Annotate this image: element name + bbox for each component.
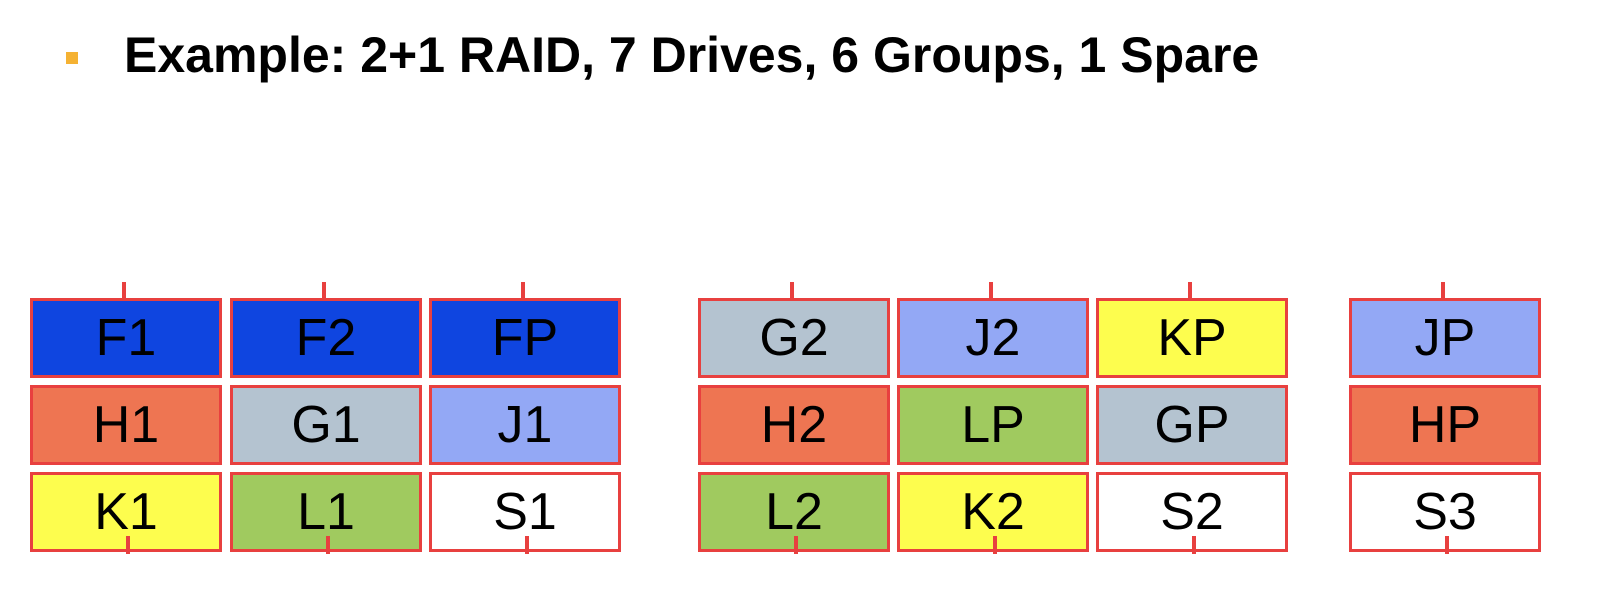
drive-tick-top xyxy=(1188,282,1192,300)
drive-block: J2 xyxy=(897,298,1089,378)
drive-tick-bottom xyxy=(525,536,529,554)
drive-block: H2 xyxy=(698,385,890,465)
drive-tick-bottom xyxy=(1192,536,1196,554)
drive-tick-bottom xyxy=(993,536,997,554)
drive-tick-bottom xyxy=(326,536,330,554)
drive-2: F2 G1 L1 xyxy=(230,282,422,554)
drive-tick-top xyxy=(322,282,326,300)
drive-tick-top xyxy=(122,282,126,300)
drive-tick-top xyxy=(989,282,993,300)
drive-block: FP xyxy=(429,298,621,378)
drive-block: KP xyxy=(1096,298,1288,378)
drive-3: FP J1 S1 xyxy=(429,282,621,554)
drive-block: S2 xyxy=(1096,472,1288,552)
drive-block: G1 xyxy=(230,385,422,465)
bullet-marker xyxy=(66,52,78,64)
drive-block: F1 xyxy=(30,298,222,378)
drive-5: J2 LP K2 xyxy=(897,282,1089,554)
drive-block: JP xyxy=(1349,298,1541,378)
drive-block: HP xyxy=(1349,385,1541,465)
drive-4: G2 H2 L2 xyxy=(698,282,890,554)
drive-block: H1 xyxy=(30,385,222,465)
drive-7: JP HP S3 xyxy=(1349,282,1541,554)
drive-block: J1 xyxy=(429,385,621,465)
drive-block: LP xyxy=(897,385,1089,465)
drive-tick-top xyxy=(1441,282,1445,300)
drive-tick-bottom xyxy=(1445,536,1449,554)
drive-block: F2 xyxy=(230,298,422,378)
drive-tick-bottom xyxy=(794,536,798,554)
slide-title: Example: 2+1 RAID, 7 Drives, 6 Groups, 1… xyxy=(124,27,1260,83)
drive-block: GP xyxy=(1096,385,1288,465)
drive-1: F1 H1 K1 xyxy=(30,282,222,554)
drive-tick-top xyxy=(521,282,525,300)
drive-6: KP GP S2 xyxy=(1096,282,1288,554)
drive-tick-bottom xyxy=(126,536,130,554)
drive-tick-top xyxy=(790,282,794,300)
drive-block: G2 xyxy=(698,298,890,378)
